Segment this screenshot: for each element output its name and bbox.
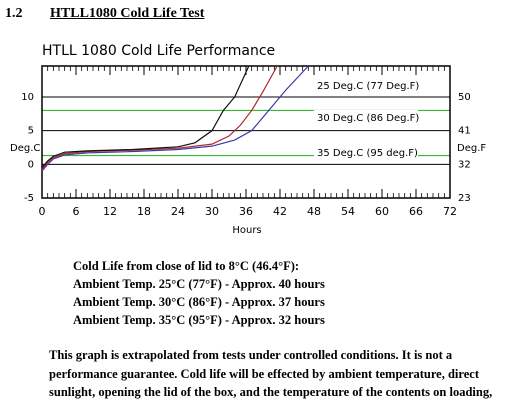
legend-box	[314, 78, 418, 94]
y2-tick-label: 41	[458, 126, 471, 137]
x-tick-label: 12	[103, 205, 117, 218]
chart-title: HTLL 1080 Cold Life Performance	[42, 43, 275, 59]
y-tick-label: -5	[24, 193, 34, 204]
x-tick-label: 18	[137, 205, 151, 218]
x-tick-label: 72	[443, 205, 457, 218]
x-tick-label: 30	[205, 205, 219, 218]
section-title: HTLL1080 Cold Life Test	[50, 6, 205, 21]
y2-tick-label: 32	[458, 159, 471, 170]
legend-box	[314, 110, 418, 126]
y-axis-label: Deg.C	[10, 143, 40, 154]
x-tick-label: 54	[341, 205, 355, 218]
notes: Cold Life from close of lid to 8°C (46.4…	[73, 257, 325, 329]
x-tick-label: 36	[239, 205, 253, 218]
legend-label: 35 Deg.C (95 deg.F)	[317, 148, 418, 159]
notes-line: Ambient Temp. 35°C (95°F) - Approx. 32 h…	[73, 313, 325, 327]
series-line	[41, 65, 250, 169]
y2-tick-label: 50	[458, 92, 471, 103]
y-tick-label: 10	[21, 92, 34, 103]
x-tick-label: 48	[307, 205, 321, 218]
x-tick-label: 42	[273, 205, 287, 218]
legend-label: 30 Deg.C (86 Deg.F)	[317, 113, 419, 124]
disclaimer: This graph is extrapolated from tests un…	[49, 348, 493, 399]
y-tick-label: 0	[28, 159, 34, 170]
plot-frame	[41, 65, 451, 199]
legend-box	[314, 145, 418, 161]
series-line	[41, 65, 309, 172]
x-tick-label: 0	[39, 205, 46, 218]
section-number: 1.2	[5, 6, 23, 21]
x-tick-label: 6	[73, 205, 80, 218]
notes-title: Cold Life from close of lid to 8°C (46.4…	[73, 259, 300, 273]
chart: HTLL 1080 Cold Life Performance 0 6 12 18 24 3…	[10, 43, 486, 236]
y-tick-label: 5	[28, 126, 34, 137]
x-tick-label: 60	[375, 205, 389, 218]
legend-label: 25 Deg.C (77 Deg.F)	[317, 81, 419, 92]
notes-line: Ambient Temp. 25°C (77°F) - Approx. 40 h…	[73, 277, 325, 291]
x-tick-label: 24	[171, 205, 185, 218]
x-axis-label: Hours	[232, 225, 261, 236]
y2-axis-label: Deg.F	[457, 143, 486, 154]
y2-tick-label: 23	[458, 193, 471, 204]
notes-line: Ambient Temp. 30°C (86°F) - Approx. 37 h…	[73, 295, 325, 309]
x-tick-label: 66	[409, 205, 423, 218]
series-line	[41, 65, 278, 171]
